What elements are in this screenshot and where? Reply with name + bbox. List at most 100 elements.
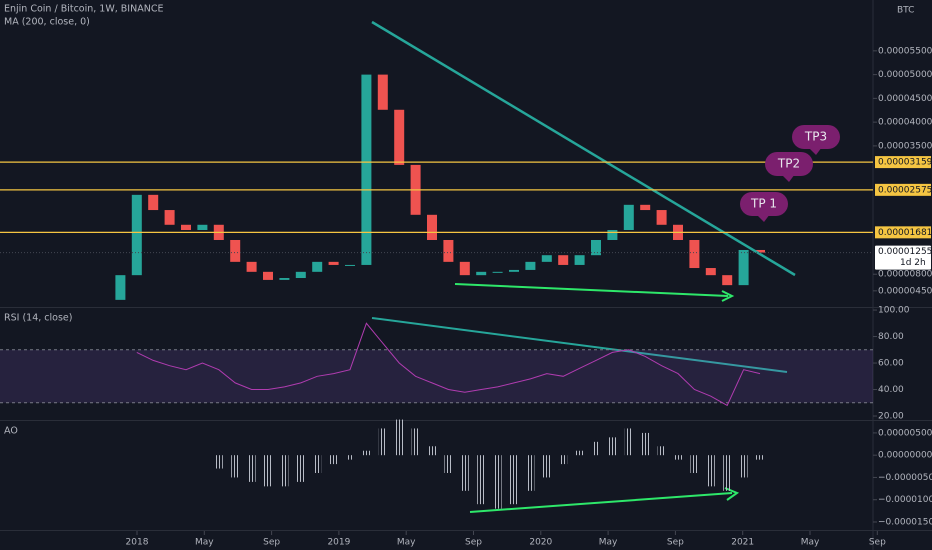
candle	[525, 261, 536, 270]
candle	[246, 261, 257, 272]
last-price-label: 0.00001255	[878, 247, 932, 257]
arrow-head	[721, 290, 735, 302]
ao-bar	[444, 455, 453, 473]
candle	[295, 271, 306, 279]
symbol-title: Enjin Coin / Bitcoin, 1W, BINANCE	[4, 4, 163, 15]
y-tick-label: 0.00005000	[878, 70, 932, 80]
candle	[345, 264, 355, 266]
candle	[312, 261, 323, 272]
y-tick-label: −0.00000500	[878, 473, 932, 483]
candle	[459, 261, 470, 276]
candle	[689, 239, 700, 269]
candle	[722, 275, 733, 286]
ao-bar	[329, 455, 338, 465]
y-tick-label: 80.00	[878, 332, 904, 342]
y-tick-label: 20.00	[878, 412, 904, 422]
candle	[443, 239, 454, 262]
ao-bar	[624, 428, 633, 456]
candle	[263, 271, 273, 280]
ao-bar	[378, 428, 387, 456]
ao-bar	[723, 455, 732, 491]
candle	[328, 261, 339, 265]
candle	[131, 194, 142, 276]
y-tick-label: 0.00005500	[878, 46, 932, 56]
x-tick-label: May	[195, 538, 214, 548]
ao-bar	[739, 455, 748, 478]
x-tick-label: 2019	[327, 538, 350, 548]
level-label: 0.00002575	[878, 185, 932, 195]
ao-bar	[477, 455, 486, 505]
ao-bar	[559, 455, 568, 465]
ao-bar	[428, 446, 436, 456]
rsi-title: RSI (14, close)	[4, 313, 72, 324]
y-tick-label: 0.00004000	[878, 118, 932, 128]
x-tick-label: May	[801, 538, 820, 548]
candle	[738, 249, 749, 286]
ao-bar	[542, 455, 551, 478]
candle	[279, 278, 290, 280]
x-tick-label: 2021	[731, 538, 754, 548]
candle	[377, 74, 388, 110]
level-label: 0.00003159	[878, 158, 932, 168]
rsi-line	[136, 322, 761, 407]
x-tick-label: Sep	[263, 538, 280, 548]
callout-label: TP3	[804, 130, 827, 144]
candle	[164, 210, 175, 225]
ao-bar	[510, 455, 518, 505]
y-tick-label: 100.00	[878, 306, 910, 316]
candle	[509, 269, 519, 272]
candle	[705, 268, 716, 276]
candle	[148, 194, 159, 211]
y-tick-label: 40.00	[878, 385, 904, 395]
level-label: 0.00001681	[878, 228, 932, 238]
ao-bar	[706, 455, 715, 487]
candle	[558, 255, 569, 265]
x-tick-label: 2018	[126, 538, 149, 548]
callout	[765, 152, 813, 176]
callout	[740, 192, 788, 216]
ao-bar	[460, 455, 469, 491]
level-label-box	[875, 156, 931, 169]
candle	[640, 204, 651, 211]
candle	[574, 255, 585, 265]
ao-bar	[657, 446, 666, 456]
countdown: 1d 2h	[900, 258, 926, 268]
y-tick-label: −0.00001500	[878, 517, 932, 527]
ao-bar	[264, 455, 272, 487]
ao-divergence-arrow	[469, 492, 733, 513]
candle	[492, 271, 503, 273]
ao-bar	[641, 432, 650, 456]
ao-bar	[296, 455, 305, 482]
x-tick-label: Sep	[869, 538, 886, 548]
ao-bar	[526, 455, 535, 491]
currency-label: BTC	[897, 6, 914, 16]
y-tick-label: 0.00000500	[878, 428, 932, 438]
x-tick-label: May	[397, 538, 416, 548]
candle	[623, 204, 634, 231]
y-tick-label: 0.00000450	[878, 286, 932, 296]
candle	[656, 210, 667, 225]
ao-bar	[346, 455, 354, 460]
ao-bar	[493, 455, 502, 509]
candle	[427, 214, 437, 240]
candle	[476, 271, 487, 276]
x-tick-label: May	[599, 538, 618, 548]
last-price-box	[875, 245, 931, 270]
rsi-trend-line	[371, 317, 788, 373]
y-tick-label: 0.00000800	[878, 270, 932, 280]
ao-bar	[674, 455, 682, 460]
divergence-arrow	[454, 283, 729, 297]
x-tick-label: 2020	[529, 538, 552, 548]
candle	[607, 230, 618, 240]
x-tick-label: Sep	[465, 538, 482, 548]
y-tick-label: −0.00001000	[878, 495, 932, 505]
y-tick-label: 0.00004500	[878, 94, 932, 104]
callout-label: TP2	[777, 157, 800, 171]
candle	[361, 74, 372, 265]
ao-bar	[608, 437, 617, 456]
ao-bar	[575, 450, 584, 456]
candle	[181, 224, 191, 231]
candle	[755, 249, 765, 253]
